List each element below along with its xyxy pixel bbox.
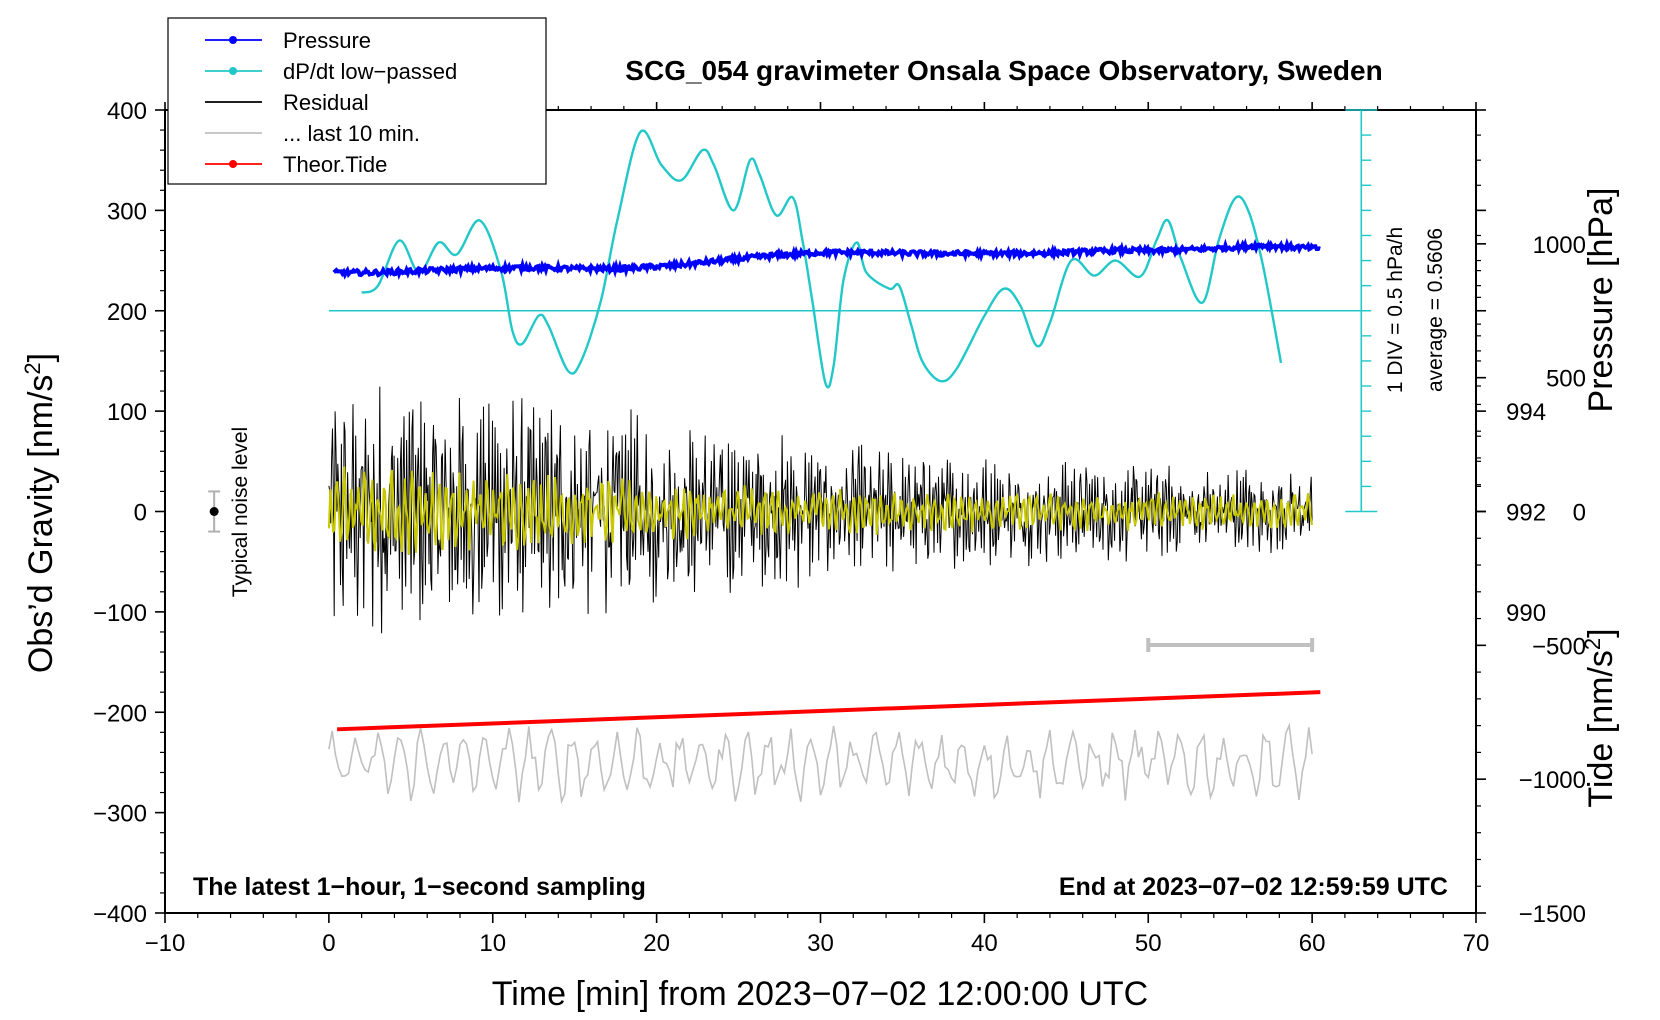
lowpassed-residual-series: [327, 466, 1314, 555]
y-tick-label: −300: [93, 801, 147, 828]
y-tick-label: 100: [107, 399, 147, 426]
tide-tick-label: 0: [1573, 500, 1586, 527]
average-label: average = 0.5606: [1424, 228, 1447, 392]
pressure-line: [332, 237, 1321, 281]
x-tick-label: 60: [1299, 930, 1326, 957]
legend-label: Theor.Tide: [283, 152, 387, 177]
x-tick-label: 20: [643, 930, 670, 957]
y-tick-label: 0: [134, 500, 147, 527]
pressure-series: [332, 237, 1321, 281]
y-axis-title-end: ]: [22, 353, 60, 362]
tide-axis-title-main: Tide [nm/s: [1582, 650, 1620, 807]
tide-tick-label: 500: [1546, 366, 1586, 393]
lowpassed-residual-line: [327, 466, 1314, 555]
tide-tick-labels: 1000 500 0 −500 −1000 −1500: [1519, 232, 1586, 928]
noise-level-bar: [208, 490, 221, 533]
x-axis-title: Time [min] from 2023−07−02 12:00:00 UTC: [492, 975, 1148, 1013]
dpdt-series: [361, 129, 1283, 389]
y-tick-label: −200: [93, 700, 147, 727]
y-tick-label: −400: [93, 901, 147, 928]
x-tick-label: 10: [479, 930, 506, 957]
x-tick-label: 0: [322, 930, 335, 957]
last10-bar: [1146, 637, 1315, 652]
legend: Pressure dP/dt low−passed Residual ... last…: [167, 17, 547, 185]
annotation-bottom-left: The latest 1−hour, 1−second sampling: [193, 873, 646, 901]
tide-tick-label: −1000: [1519, 767, 1586, 794]
tide-axis-title-sup: 2: [1580, 638, 1605, 650]
tide-tick-label: 1000: [1533, 232, 1586, 259]
annotation-bottom-right: End at 2023−07−02 12:59:59 UTC: [1059, 873, 1448, 901]
x-tick-labels: −10 0 10 20 30 40 50 60 70: [145, 930, 1490, 957]
y-tick-label: 400: [107, 98, 147, 125]
pressure-tick-label: 992: [1506, 500, 1546, 527]
x-tick-label: 70: [1463, 930, 1490, 957]
y-tick-label: −100: [93, 600, 147, 627]
x-tick-label: −10: [145, 930, 186, 957]
y-tick-label: 300: [107, 198, 147, 225]
tide-line: [336, 690, 1321, 732]
residual-series: [328, 386, 1313, 634]
legend-marker: [229, 36, 237, 44]
tide-series: [336, 690, 1321, 732]
legend-label: Pressure: [283, 28, 371, 53]
x-tick-label: 30: [807, 930, 834, 957]
y-axis-title-main: Obs’d Gravity [nm/s: [22, 375, 60, 674]
chart-title: SCG_054 gravimeter Onsala Space Observat…: [625, 55, 1382, 86]
noise-bar-dot: [209, 507, 219, 516]
legend-box: [167, 17, 547, 185]
legend-label: ... last 10 min.: [283, 121, 420, 146]
pressure-tick-labels: 994 992 990: [1506, 399, 1546, 627]
div-label: 1 DIV = 0.5 hPa/h: [1384, 227, 1407, 393]
legend-marker: [229, 67, 237, 75]
pressure-tick-label: 994: [1506, 399, 1546, 426]
y-tick-labels: 400 300 200 100 0 −100 −200 −300 −400: [93, 98, 147, 928]
tide-axis-title-end: ]: [1582, 628, 1620, 637]
dpdt-line: [361, 129, 1283, 389]
dpdt-scale-bar: [1345, 109, 1378, 513]
legend-label: Residual: [283, 90, 369, 115]
tide-axis-title: Tide [nm/s2]: [1580, 628, 1620, 807]
pressure-axis-title: Pressure [hPa]: [1582, 188, 1620, 413]
legend-marker: [229, 160, 237, 168]
legend-label: dP/dt low−passed: [283, 59, 457, 84]
tide-tick-label: −1500: [1519, 901, 1586, 928]
residual-line: [328, 386, 1313, 634]
noise-label: Typical noise level: [229, 427, 252, 597]
tide-tick-label: −500: [1532, 633, 1586, 660]
x-tick-label: 50: [1135, 930, 1162, 957]
y-axis-title: Obs’d Gravity [nm/s2]: [20, 353, 60, 673]
x-tick-label: 40: [971, 930, 998, 957]
pressure-tick-label: 990: [1506, 600, 1546, 627]
last10-line: [328, 722, 1313, 805]
y-tick-label: 200: [107, 299, 147, 326]
last10-series: [328, 722, 1313, 805]
y-axis-title-sup: 2: [20, 362, 45, 374]
